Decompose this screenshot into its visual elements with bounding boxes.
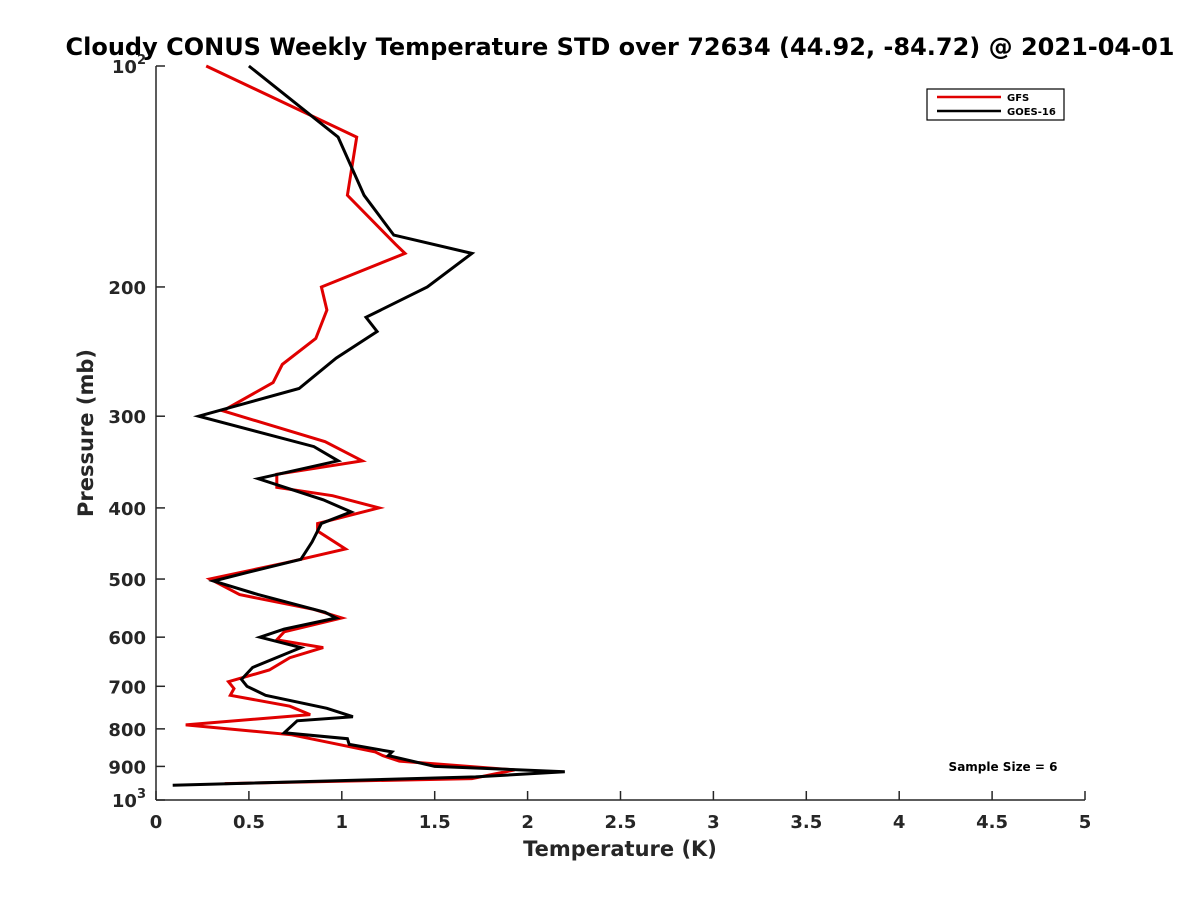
x-tick-label: 3.5 <box>790 812 822 833</box>
x-axis-label: Temperature (K) <box>523 837 717 861</box>
sample-size-annotation: Sample Size = 6 <box>949 760 1058 774</box>
x-tick-label: 1.5 <box>419 812 451 833</box>
x-tick-label: 2 <box>521 812 534 833</box>
y-axis-ticks: 102 200 300 400 500 600 700 800 900 103 <box>108 53 165 812</box>
y-tick-label: 500 <box>108 570 146 591</box>
y-tick-label: 102 <box>112 53 146 78</box>
x-tick-label: 5 <box>1079 812 1092 833</box>
x-tick-label: 4.5 <box>976 812 1008 833</box>
x-tick-label: 0.5 <box>233 812 265 833</box>
y-tick-label: 700 <box>108 677 146 698</box>
x-tick-label: 2.5 <box>605 812 637 833</box>
y-axis-label: Pressure (mb) <box>74 349 98 517</box>
y-tick-label: 400 <box>108 499 146 520</box>
y-tick-label: 800 <box>108 720 146 741</box>
legend-box <box>926 88 1065 121</box>
y-tick-label: 600 <box>108 628 146 649</box>
y-tick-label: 200 <box>108 278 146 299</box>
y-tick-label: 300 <box>108 407 146 428</box>
x-axis-ticks: 0 0.5 1 1.5 2 2.5 3 3.5 4 4.5 5 <box>150 791 1092 833</box>
series-layer <box>172 64 565 787</box>
legend: GFS GOES-16 <box>926 88 1065 121</box>
legend-label: GOES-16 <box>1007 107 1056 118</box>
series-line-goes-16 <box>172 64 565 787</box>
y-tick-label: 103 <box>112 787 146 812</box>
x-tick-label: 1 <box>336 812 349 833</box>
chart-title: Cloudy CONUS Weekly Temperature STD over… <box>66 33 1175 61</box>
y-tick-label: 900 <box>108 757 146 778</box>
x-tick-label: 0 <box>150 812 163 833</box>
series-line-gfs <box>185 64 515 786</box>
x-tick-label: 3 <box>707 812 720 833</box>
x-tick-label: 4 <box>893 812 906 833</box>
legend-label: GFS <box>1007 93 1029 104</box>
